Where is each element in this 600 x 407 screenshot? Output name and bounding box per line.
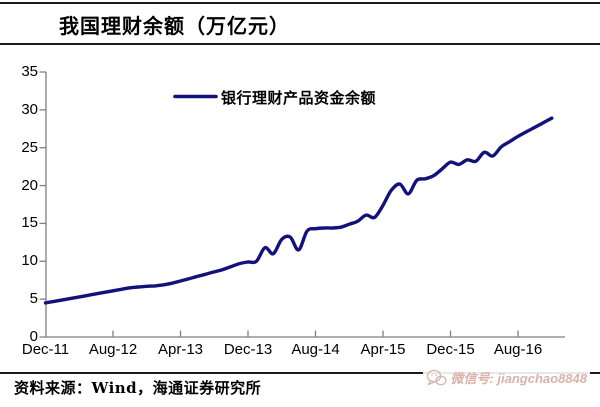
y-tick-label: 5 [29, 290, 38, 308]
legend-label: 银行理财产品资金余额 [221, 89, 377, 107]
y-tick-label: 30 [21, 100, 38, 118]
y-tick-label: 15 [21, 214, 38, 232]
x-tick-label: Apr-15 [360, 341, 406, 358]
title-rule [0, 43, 600, 45]
x-tick-label: Dec-13 [223, 341, 273, 358]
x-tick-label: Dec-15 [426, 341, 475, 358]
x-tick-label: Dec-11 [21, 341, 70, 358]
wechat-icon [427, 369, 448, 385]
y-tick-label: 10 [21, 252, 38, 270]
y-tick-label: 20 [21, 176, 38, 194]
y-tick-label: 35 [21, 63, 38, 80]
y-tick-label: 0 [29, 328, 38, 345]
bottom-rule [0, 372, 600, 374]
x-tick-label: Aug-14 [291, 341, 340, 358]
page-title: 我国理财余额（万亿元） [59, 14, 290, 38]
top-rule [0, 2, 600, 4]
watermark: 微信号: jiangchao8848 [423, 367, 590, 388]
x-tick-label: Aug-12 [88, 341, 138, 358]
axis-ticks [39, 71, 519, 338]
watermark-text: 微信号: jiangchao8848 [450, 371, 587, 386]
series-line [43, 116, 554, 305]
x-tick-label: Aug-16 [493, 341, 543, 358]
source-note: 资料来源：Wind，海通证券研究所 [14, 379, 262, 397]
x-tick-label: Apr-13 [157, 341, 204, 358]
y-tick-label: 25 [21, 138, 38, 156]
